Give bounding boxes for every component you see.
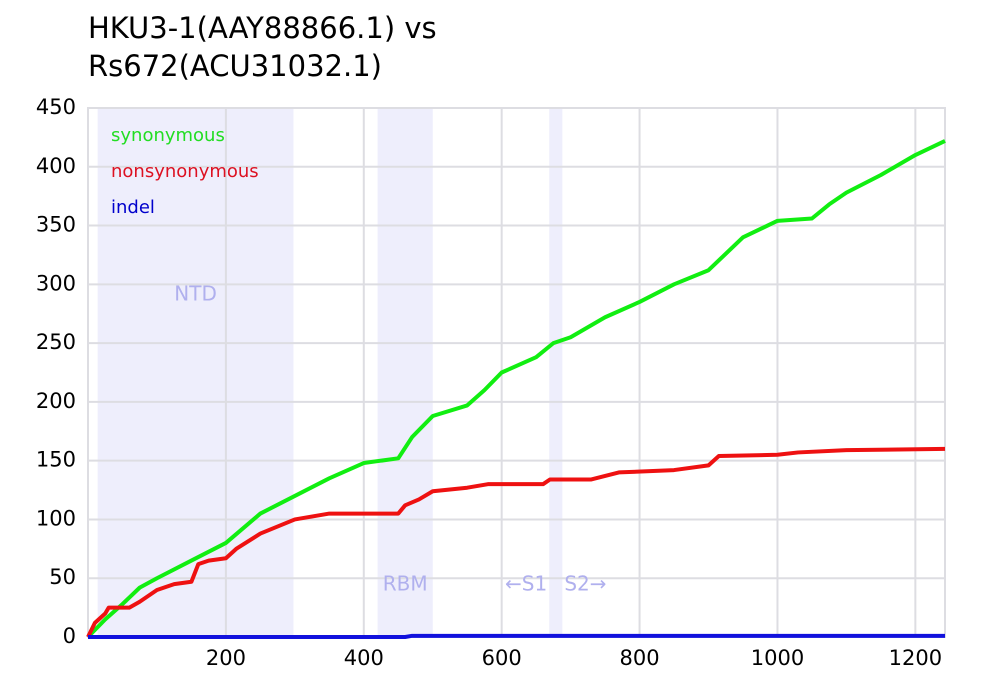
y-tick-label: 350 [36, 213, 76, 237]
y-tick-label: 450 [36, 95, 76, 119]
region [97, 108, 294, 637]
series-line [88, 633, 945, 639]
series-line [86, 139, 946, 639]
chart-title: Rs672(ACU31032.1) [88, 49, 382, 83]
y-tick-label: 150 [36, 448, 76, 472]
region-label: S2→ [564, 572, 606, 596]
x-tick-label: 200 [206, 646, 246, 670]
legend-entry: synonymous [111, 125, 225, 146]
y-tick-label: 50 [49, 565, 76, 589]
y-tick-label: 0 [63, 624, 76, 648]
y-tick-label: 250 [36, 330, 76, 354]
x-tick-label: 800 [620, 646, 660, 670]
y-tick-label: 300 [36, 271, 76, 295]
region-label: RBM [383, 572, 428, 596]
x-tick-label: 1000 [751, 646, 804, 670]
legend-entry: nonsynonymous [111, 161, 259, 182]
region-label: ←S1 [505, 572, 547, 596]
y-tick-label: 400 [36, 154, 76, 178]
x-tick-label: 400 [344, 646, 384, 670]
legend-entry: indel [111, 197, 155, 218]
series-line [86, 446, 946, 638]
chart-title: HKU3-1(AAY88866.1) vs [88, 11, 437, 45]
x-tick-label: 1200 [889, 646, 942, 670]
x-tick-label: 600 [482, 646, 522, 670]
region [377, 108, 433, 637]
y-tick-label: 200 [36, 389, 76, 413]
y-tick-label: 100 [36, 506, 76, 530]
region-label: NTD [174, 282, 217, 306]
region [549, 108, 563, 637]
